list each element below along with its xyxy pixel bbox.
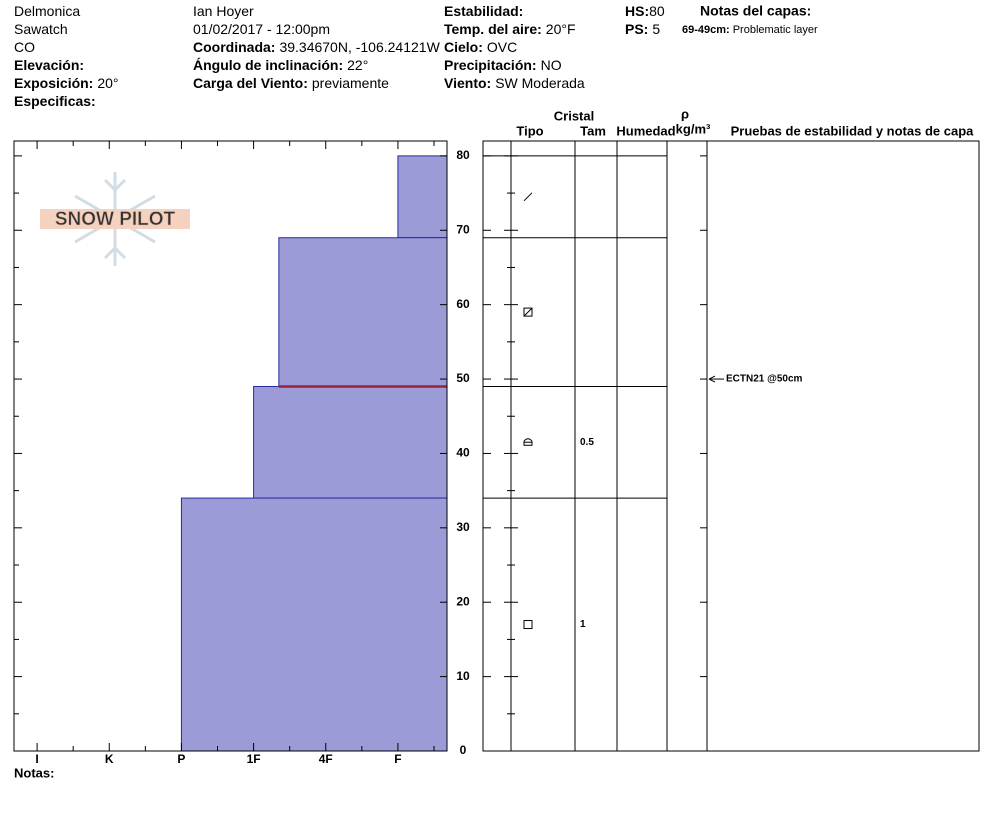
layer-bar — [180, 497, 448, 752]
logo-band — [40, 209, 190, 229]
header-label: Carga del Viento: — [193, 75, 308, 91]
logo-text: SNOW PILOT — [55, 209, 176, 230]
crystal-symbol — [523, 192, 533, 202]
header-value: 20°F — [546, 21, 576, 37]
crystal-size: 0.5 — [580, 437, 594, 448]
y-tick-label: 10 — [456, 669, 470, 683]
header-tests: Pruebas de estabilidad y notas de capa — [731, 123, 975, 138]
y-tick-label: 70 — [456, 222, 470, 236]
header-text: CO — [14, 39, 35, 55]
y-tick-label: 30 — [456, 520, 470, 534]
hardness-label: P — [177, 752, 185, 766]
y-tick-label: 0 — [460, 743, 467, 757]
header-field: 01/02/2017 - 12:00pm — [193, 21, 330, 37]
crystal-symbol — [523, 307, 533, 317]
header-field: Especificas: — [14, 93, 96, 109]
header-text: Ian Hoyer — [193, 3, 254, 19]
header-density: ρ — [681, 106, 689, 121]
header-field: Precipitación: NO — [444, 57, 562, 73]
header-text: Sawatch — [14, 21, 68, 37]
header-field: Ángulo de inclinación: 22° — [193, 57, 368, 73]
header-value: SW Moderada — [495, 75, 585, 91]
crystal-type — [523, 307, 533, 317]
crystal-symbol — [523, 438, 533, 446]
header-label: Coordinada: — [193, 39, 275, 55]
header-field: Estabilidad: — [444, 3, 523, 19]
layer-note-text: Problematic layer — [733, 24, 818, 36]
header-value: 39.34670N, -106.24121W — [279, 39, 440, 55]
header-value: previamente — [312, 75, 389, 91]
header-field: PS: 5 — [625, 21, 660, 37]
y-tick-label: 20 — [456, 594, 470, 608]
header-field: Sawatch — [14, 21, 68, 37]
crystal-symbol — [523, 307, 533, 317]
layer-bar — [253, 385, 448, 499]
header-field: Elevación: — [14, 57, 84, 73]
crystal-size: 1 — [580, 619, 586, 630]
hardness-label: F — [394, 752, 401, 766]
table-frame — [482, 140, 980, 752]
header-field: Exposición: 20° — [14, 75, 119, 91]
test-arrowhead — [708, 375, 716, 383]
header-label: Exposición: — [14, 75, 93, 91]
hardness-frame — [13, 140, 448, 752]
header-size: Tam — [580, 123, 606, 138]
header-text: 01/02/2017 - 12:00pm — [193, 21, 330, 37]
header-field: Ian Hoyer — [193, 3, 254, 19]
header-field: Viento: SW Moderada — [444, 75, 585, 91]
header-value: 5 — [652, 21, 660, 37]
header-label: Estabilidad: — [444, 3, 523, 19]
crystal-type — [523, 620, 533, 630]
y-tick-label: 80 — [456, 148, 470, 162]
header-field: Delmonica — [14, 3, 80, 19]
header-label: Especificas: — [14, 93, 96, 109]
header-text: Delmonica — [14, 3, 80, 19]
layer-bar — [278, 237, 448, 387]
header-field: Cielo: OVC — [444, 39, 517, 55]
hardness-label: 4F — [319, 752, 333, 766]
header-value: 80 — [649, 3, 665, 19]
header-label: Viento: — [444, 75, 491, 91]
header-value: 22° — [347, 57, 368, 73]
header-label: Ángulo de inclinación: — [193, 57, 343, 73]
crystal-symbol — [523, 620, 533, 630]
crystal-type — [523, 438, 533, 446]
header-value: NO — [541, 57, 562, 73]
test-label: ECTN21 @50cm — [726, 374, 803, 385]
header-label: Precipitación: — [444, 57, 537, 73]
header-density-unit: kg/m³ — [676, 121, 711, 136]
layer-notes-title: Notas del capas: — [700, 3, 811, 19]
hardness-label: K — [105, 752, 114, 766]
header-field: Coordinada: 39.34670N, -106.24121W — [193, 39, 441, 55]
header-label: PS: — [625, 21, 648, 37]
header-field: HS:80 — [625, 3, 665, 19]
y-tick-label: 40 — [456, 446, 470, 460]
header-label: Elevación: — [14, 57, 84, 73]
hardness-label: I — [35, 752, 38, 766]
header-field: Temp. del aire: 20°F — [444, 21, 576, 37]
header-crystal: Cristal — [554, 108, 594, 123]
logo: SNOW PILOT — [40, 172, 190, 266]
y-tick-label: 60 — [456, 297, 470, 311]
header-value: 20° — [97, 75, 118, 91]
layer-note: 69-49cm: Problematic layer — [682, 24, 818, 36]
hardness-label: 1F — [247, 752, 261, 766]
header-value: OVC — [487, 39, 517, 55]
layer-bar — [397, 155, 448, 239]
header-field: CO — [14, 39, 35, 55]
header-type: Tipo — [516, 123, 543, 138]
layer-note-label: 69-49cm: — [682, 24, 730, 36]
header-label: HS: — [625, 3, 649, 19]
header-field: Carga del Viento: previamente — [193, 75, 389, 91]
y-tick-label: 50 — [456, 371, 470, 385]
header-label: Temp. del aire: — [444, 21, 542, 37]
header-label: Cielo: — [444, 39, 483, 55]
header-moisture: Humedad — [616, 123, 675, 138]
notes-label: Notas: — [14, 765, 54, 780]
crystal-type — [523, 192, 533, 202]
